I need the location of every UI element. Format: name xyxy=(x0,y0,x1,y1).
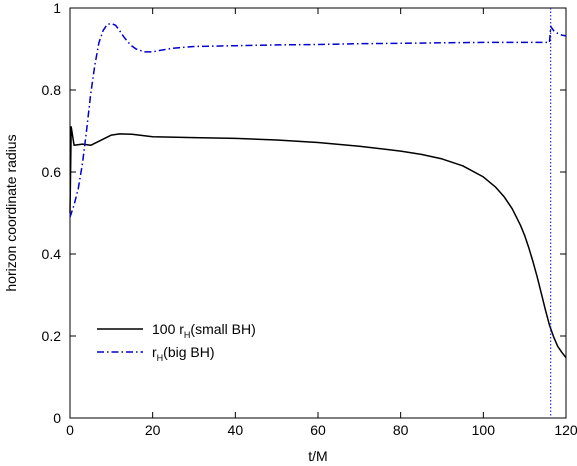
legend-label-small-bh-main: 100 r xyxy=(152,321,184,337)
series-layer xyxy=(69,22,567,359)
series-line-0 xyxy=(69,126,567,359)
legend-label-small-bh: 100 rH(small BH) xyxy=(152,321,256,340)
x-tick-label-6: 120 xyxy=(554,422,577,438)
legend: 100 rH(small BH) rH(big BH) xyxy=(97,321,256,363)
legend-label-big-bh-main: r xyxy=(152,344,157,360)
y-tick-label-1: 0.2 xyxy=(42,328,62,344)
plot-frame xyxy=(69,7,567,419)
x-tick-label-3: 60 xyxy=(310,422,326,438)
y-tick-label-2: 0.4 xyxy=(42,246,62,262)
tick-labels: 0 20 40 60 80 100 120 0 0.2 0.4 0.6 0.8 1 xyxy=(42,0,577,438)
legend-label-big-bh: rH(big BH) xyxy=(152,344,215,363)
axis-ticks xyxy=(69,7,567,419)
legend-label-big-bh-suffix: (big BH) xyxy=(163,344,214,360)
x-tick-label-2: 40 xyxy=(228,422,244,438)
legend-label-big-bh-sub: H xyxy=(157,353,164,363)
x-tick-label-5: 100 xyxy=(472,422,496,438)
x-tick-label-0: 0 xyxy=(66,422,74,438)
x-tick-label-1: 20 xyxy=(145,422,161,438)
legend-label-small-bh-suffix: (small BH) xyxy=(190,321,255,337)
y-axis-title: horizon coordinate radius xyxy=(3,134,19,291)
legend-label-small-bh-sub: H xyxy=(184,330,191,340)
x-axis-title: t/M xyxy=(308,448,327,464)
y-tick-label-3: 0.6 xyxy=(42,164,62,180)
series-line-1 xyxy=(69,22,567,218)
y-tick-label-5: 1 xyxy=(53,0,61,16)
x-tick-label-4: 80 xyxy=(393,422,409,438)
y-tick-label-0: 0 xyxy=(53,410,61,426)
y-tick-label-4: 0.8 xyxy=(42,82,62,98)
